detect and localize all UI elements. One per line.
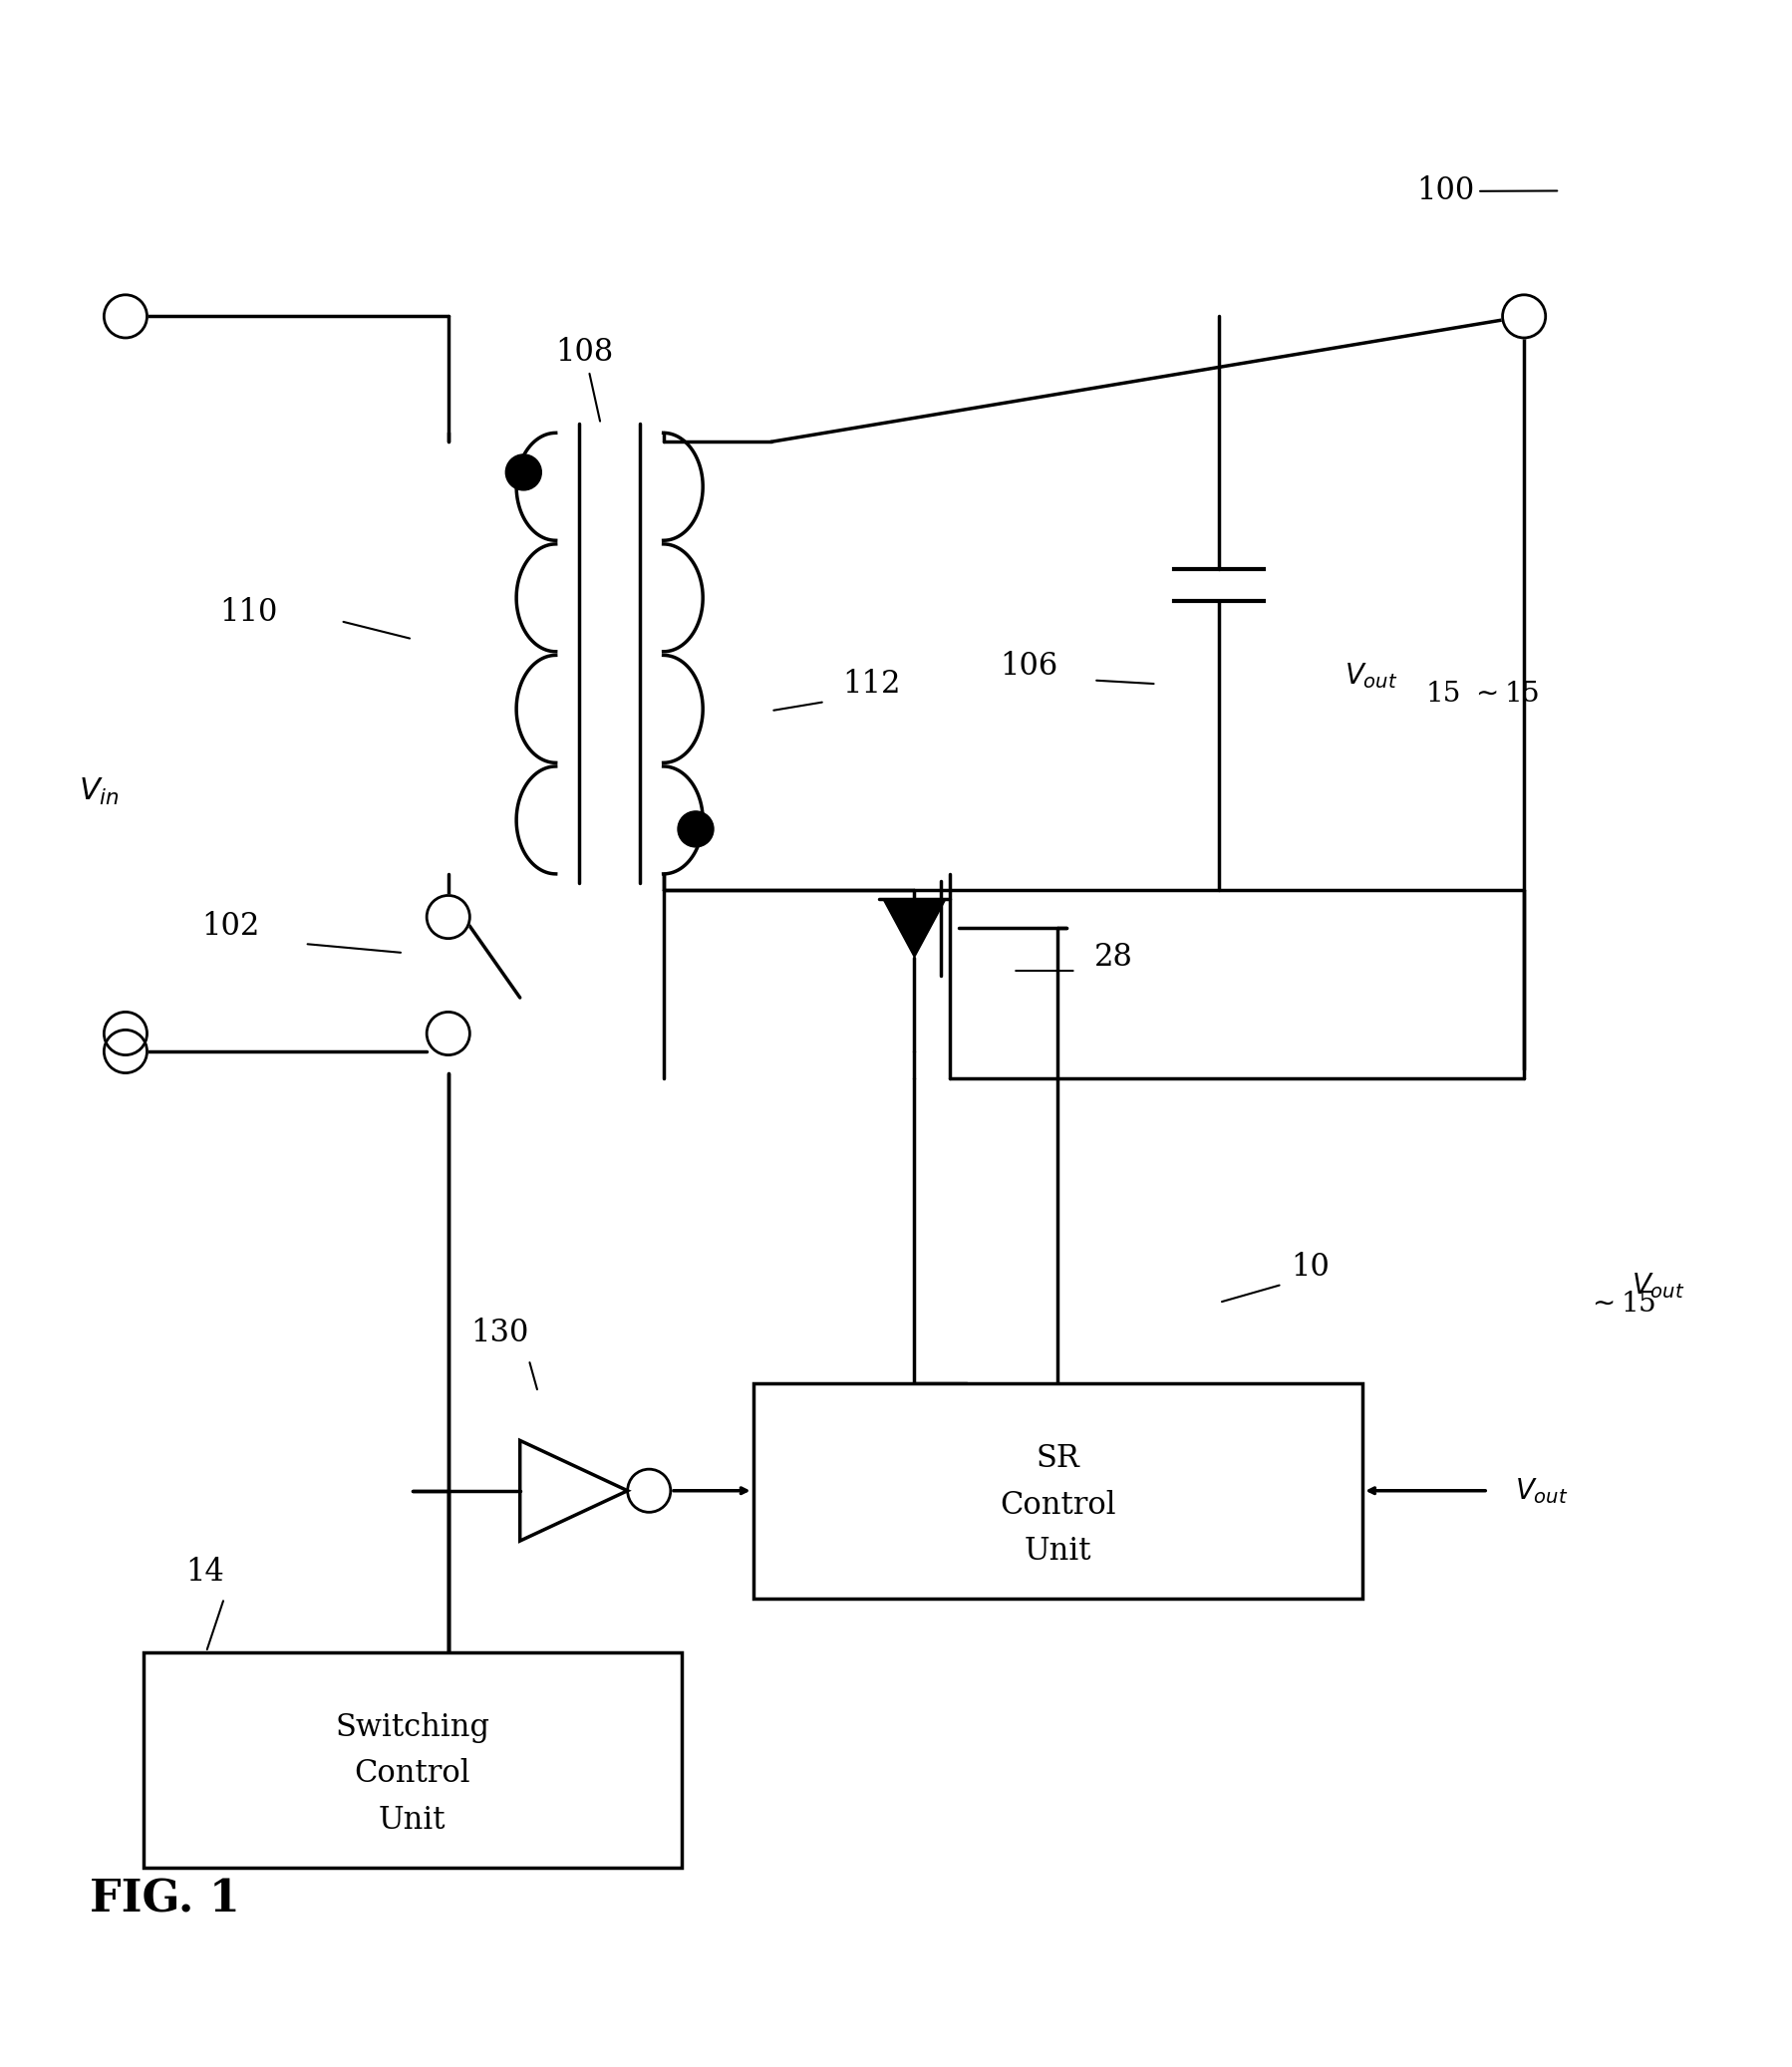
- Text: 28: 28: [1093, 940, 1133, 971]
- Text: $\sim$15: $\sim$15: [1469, 680, 1539, 707]
- Text: 15: 15: [1425, 680, 1460, 707]
- Circle shape: [426, 895, 470, 938]
- Text: FIG. 1: FIG. 1: [90, 1879, 240, 1920]
- Text: $V_{in}$: $V_{in}$: [79, 777, 118, 808]
- Text: Control: Control: [1000, 1490, 1115, 1521]
- Text: Unit: Unit: [1023, 1536, 1091, 1567]
- Text: Unit: Unit: [378, 1804, 446, 1835]
- Circle shape: [104, 296, 147, 337]
- FancyBboxPatch shape: [753, 1383, 1362, 1598]
- Text: $V_{out}$: $V_{out}$: [1631, 1271, 1684, 1300]
- Circle shape: [1502, 296, 1545, 337]
- Circle shape: [104, 1013, 147, 1054]
- Circle shape: [505, 455, 541, 490]
- Text: 112: 112: [842, 670, 901, 701]
- Text: 106: 106: [1000, 651, 1057, 682]
- Text: 130: 130: [471, 1319, 529, 1350]
- Text: 14: 14: [185, 1556, 224, 1587]
- Circle shape: [627, 1470, 670, 1513]
- Circle shape: [426, 1013, 470, 1054]
- Text: Switching: Switching: [335, 1711, 489, 1742]
- Text: Control: Control: [355, 1759, 470, 1790]
- Polygon shape: [882, 899, 946, 957]
- Text: $\sim$15: $\sim$15: [1586, 1290, 1656, 1317]
- FancyBboxPatch shape: [143, 1652, 681, 1867]
- Text: 110: 110: [220, 597, 278, 628]
- Text: 10: 10: [1290, 1253, 1330, 1282]
- Circle shape: [104, 1029, 147, 1073]
- Circle shape: [677, 810, 713, 847]
- Text: 108: 108: [556, 337, 613, 422]
- Text: 102: 102: [202, 912, 260, 943]
- Text: SR: SR: [1036, 1443, 1079, 1474]
- Text: 100: 100: [1416, 176, 1555, 207]
- Text: $V_{out}$: $V_{out}$: [1344, 661, 1398, 690]
- Text: $V_{out}$: $V_{out}$: [1514, 1476, 1568, 1505]
